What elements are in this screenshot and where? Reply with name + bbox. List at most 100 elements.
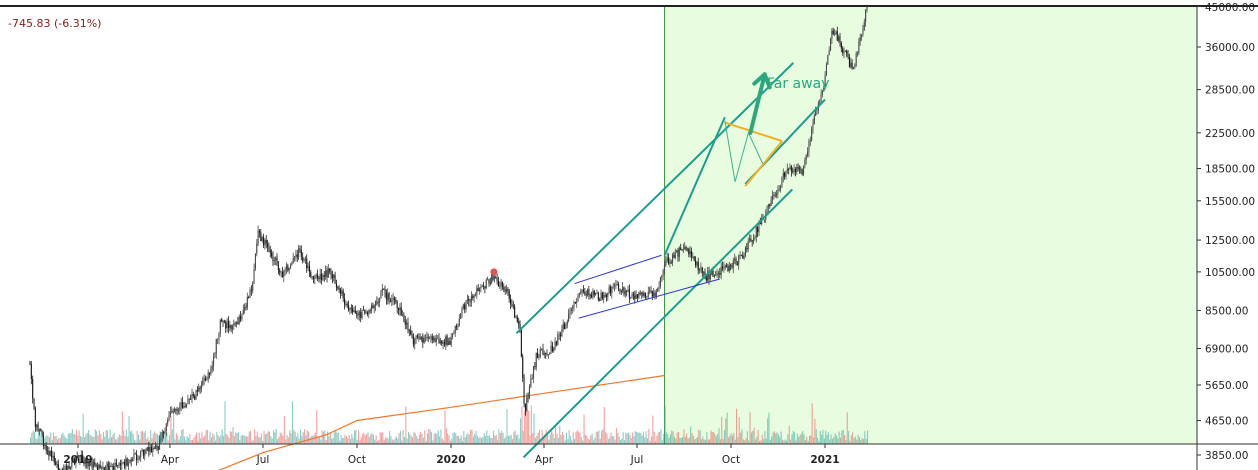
candle-body xyxy=(506,288,508,292)
candle-body xyxy=(369,310,371,312)
candle-body xyxy=(349,307,351,311)
volume-bar xyxy=(642,431,644,444)
candle-body xyxy=(739,255,741,256)
volume-bar xyxy=(279,432,281,444)
candle-body xyxy=(742,255,744,259)
volume-bar xyxy=(371,433,373,444)
candle-body xyxy=(90,460,92,462)
volume-bar xyxy=(791,434,793,444)
volume-bar xyxy=(680,437,682,444)
candle-body xyxy=(479,288,481,291)
volume-bar xyxy=(181,429,183,444)
volume-bar xyxy=(201,431,203,444)
candle-body xyxy=(659,277,661,286)
volume-bar xyxy=(578,431,580,444)
volume-bar xyxy=(664,405,666,444)
volume-bar xyxy=(763,439,765,444)
candle-body xyxy=(522,356,524,378)
volume-bar xyxy=(368,436,370,444)
volume-bar xyxy=(132,433,134,444)
candle-body xyxy=(121,463,123,465)
candle-body xyxy=(820,94,822,102)
volume-bar xyxy=(845,440,847,444)
candle-body xyxy=(716,273,718,275)
candle-body xyxy=(396,302,398,309)
candle-body xyxy=(110,466,112,467)
volume-bar xyxy=(684,436,686,444)
candle-body xyxy=(771,195,773,200)
arrow-head-icon xyxy=(752,72,772,90)
candle-body xyxy=(296,254,298,258)
volume-bar xyxy=(783,440,785,444)
candle-body xyxy=(306,258,308,269)
candle-body xyxy=(678,247,680,257)
volume-bar xyxy=(240,435,242,444)
candle-body xyxy=(188,399,190,400)
volume-bar xyxy=(509,435,511,444)
candle-body xyxy=(565,325,567,329)
candle-body xyxy=(144,449,146,456)
candle-body xyxy=(389,301,391,303)
candle-body xyxy=(496,277,498,282)
volume-bar xyxy=(773,431,775,444)
candle-body xyxy=(76,455,78,459)
volume-bar xyxy=(830,434,832,444)
candle-body xyxy=(696,261,698,266)
volume-bar xyxy=(700,439,702,444)
volume-bar xyxy=(598,430,600,444)
candle-body xyxy=(454,326,456,333)
candle-body xyxy=(581,289,583,292)
volume-bar xyxy=(645,431,647,444)
candle-body xyxy=(348,305,350,311)
candle-body xyxy=(101,467,103,469)
volume-bar xyxy=(143,432,145,444)
volume-bar xyxy=(467,433,469,444)
volume-bar xyxy=(780,431,782,444)
volume-bar xyxy=(788,425,790,444)
volume-bar xyxy=(483,433,485,444)
volume-bar xyxy=(113,432,115,444)
candle-body xyxy=(292,257,294,263)
volume-bar xyxy=(737,436,739,444)
volume-bar xyxy=(224,401,226,444)
candle-body xyxy=(229,325,231,329)
volume-bar xyxy=(421,433,423,444)
volume-bar xyxy=(318,436,320,444)
candle-body xyxy=(384,288,386,293)
candle-body xyxy=(437,338,439,340)
volume-bar xyxy=(852,432,854,444)
volume-bar xyxy=(597,431,599,444)
candle-body xyxy=(269,250,271,253)
candle-body xyxy=(45,445,47,451)
volume-bar xyxy=(278,436,280,444)
volume-bar xyxy=(39,432,41,444)
volume-bar xyxy=(186,436,188,444)
volume-bar xyxy=(683,429,685,444)
volume-bar xyxy=(124,436,126,444)
volume-bar xyxy=(61,434,63,444)
volume-bar xyxy=(560,434,562,444)
candle-body xyxy=(632,294,634,296)
volume-bar xyxy=(84,437,86,444)
volume-bar xyxy=(838,431,840,444)
volume-bar xyxy=(692,435,694,444)
candle-body xyxy=(88,460,90,467)
candle-body xyxy=(388,293,390,302)
candle-body xyxy=(242,309,244,315)
volume-bar xyxy=(156,434,158,444)
candle-body xyxy=(42,435,44,446)
volume-bar xyxy=(359,440,361,444)
drawings[interactable] xyxy=(490,62,826,459)
candle-body xyxy=(449,341,451,345)
candle-body xyxy=(492,273,494,280)
y-tick-label: 15500.00 xyxy=(1205,196,1255,208)
candle-body xyxy=(233,323,235,326)
candle-body xyxy=(180,402,182,407)
volume-bar xyxy=(806,436,808,444)
volume-bar xyxy=(687,438,689,444)
candle-body xyxy=(788,168,790,170)
volume-bar xyxy=(792,430,794,444)
candle-body xyxy=(141,449,143,452)
candle-body xyxy=(217,339,219,340)
